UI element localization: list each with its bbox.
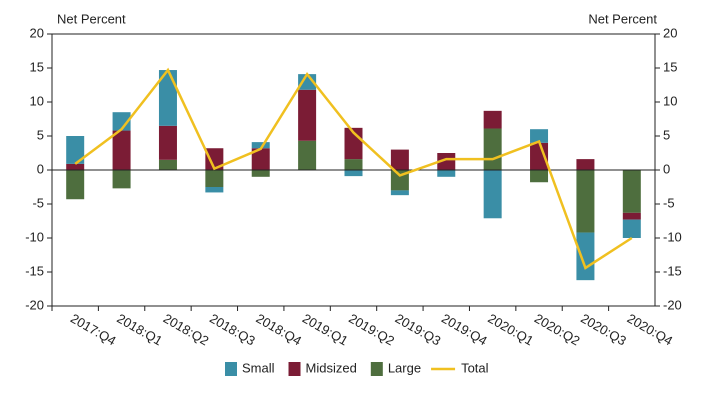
y-tick-label: -5: [32, 195, 44, 210]
bar-segment: [158, 159, 177, 170]
x-tick-label: 2018:Q3: [207, 311, 258, 349]
y2-tick-label: 5: [663, 127, 670, 142]
y2-tick-label: 10: [663, 93, 677, 108]
y-tick-label: 0: [37, 161, 44, 176]
bar-segment: [390, 190, 409, 196]
bar-segment: [483, 110, 502, 129]
bar-segment: [298, 140, 317, 170]
x-tick-label: 2020:Q1: [485, 311, 536, 349]
x-tick-label: 2020:Q4: [625, 311, 676, 349]
legend-label: Total: [461, 360, 489, 375]
bar-segment: [576, 170, 595, 233]
bar-segment: [576, 232, 595, 281]
legend-label: Large: [388, 360, 421, 375]
total-line: [74, 67, 633, 270]
bar-segment: [530, 142, 549, 170]
bar-segment: [112, 170, 131, 189]
bar-segment: [112, 112, 131, 131]
bar-segment: [390, 149, 409, 170]
y-tick-label: -15: [25, 263, 44, 278]
bar-segment: [298, 89, 317, 141]
bar-segment: [344, 170, 363, 177]
bar-segment: [437, 170, 456, 177]
y-tick-label: -10: [25, 229, 44, 244]
y2-tick-label: -15: [663, 263, 682, 278]
y2-tick-label: 20: [663, 25, 677, 40]
y2-tick-label: -10: [663, 229, 682, 244]
legend-label: Midsized: [306, 360, 357, 375]
bar-segment: [205, 170, 224, 187]
x-tick-label: 2019:Q4: [439, 311, 490, 349]
bar-segment: [483, 128, 502, 170]
bar-segment: [112, 130, 131, 170]
bar-segment: [158, 125, 177, 160]
y2-tick-label: 15: [663, 59, 677, 74]
bar-segment: [205, 148, 224, 170]
bar-segment: [66, 136, 85, 164]
bar-segment: [344, 159, 363, 170]
x-tick-label: 2020:Q2: [532, 311, 583, 349]
x-tick-label: 2019:Q2: [346, 311, 397, 349]
y-tick-label: 5: [37, 127, 44, 142]
x-tick-label: 2018:Q4: [254, 311, 305, 349]
y2-tick-label: -20: [663, 297, 682, 312]
bar-segment: [158, 70, 177, 126]
bar-segment: [205, 187, 224, 193]
bar-segment: [437, 153, 456, 170]
y-tick-label: 15: [30, 59, 44, 74]
legend-swatch: [225, 362, 237, 376]
legend-swatch: [288, 362, 301, 376]
bar-segment: [576, 159, 595, 170]
y2-tick-label: 0: [663, 161, 670, 176]
bar-segment: [66, 163, 85, 170]
legend-label: Small: [242, 360, 275, 375]
x-tick-label: 2018:Q2: [161, 311, 212, 349]
bar-segment: [622, 219, 641, 238]
bar-segment: [622, 170, 641, 213]
x-tick-label: 2018:Q1: [114, 311, 165, 349]
y-tick-label: 20: [30, 25, 44, 40]
bar-segment: [622, 212, 641, 220]
bar-segment: [530, 129, 549, 143]
bar-segment: [66, 170, 85, 200]
legend-swatch: [370, 362, 383, 376]
y-tick-label: -20: [25, 297, 44, 312]
y2-tick-label: -5: [663, 195, 675, 210]
bar-segment: [483, 170, 502, 219]
x-tick-label: 2017:Q4: [68, 311, 119, 349]
y-tick-label: 10: [30, 93, 44, 108]
bar-segment: [251, 148, 270, 170]
x-tick-label: 2019:Q1: [300, 311, 351, 349]
bar-segment: [251, 170, 270, 177]
x-tick-label: 2019:Q3: [393, 311, 444, 349]
bar-segment: [251, 142, 270, 149]
y2-axis-title: Net Percent: [588, 11, 657, 26]
x-tick-label: 2020:Q3: [578, 311, 629, 349]
bar-segment: [530, 170, 549, 183]
y-axis-title: Net Percent: [57, 11, 126, 26]
plot-frame: [51, 33, 656, 307]
